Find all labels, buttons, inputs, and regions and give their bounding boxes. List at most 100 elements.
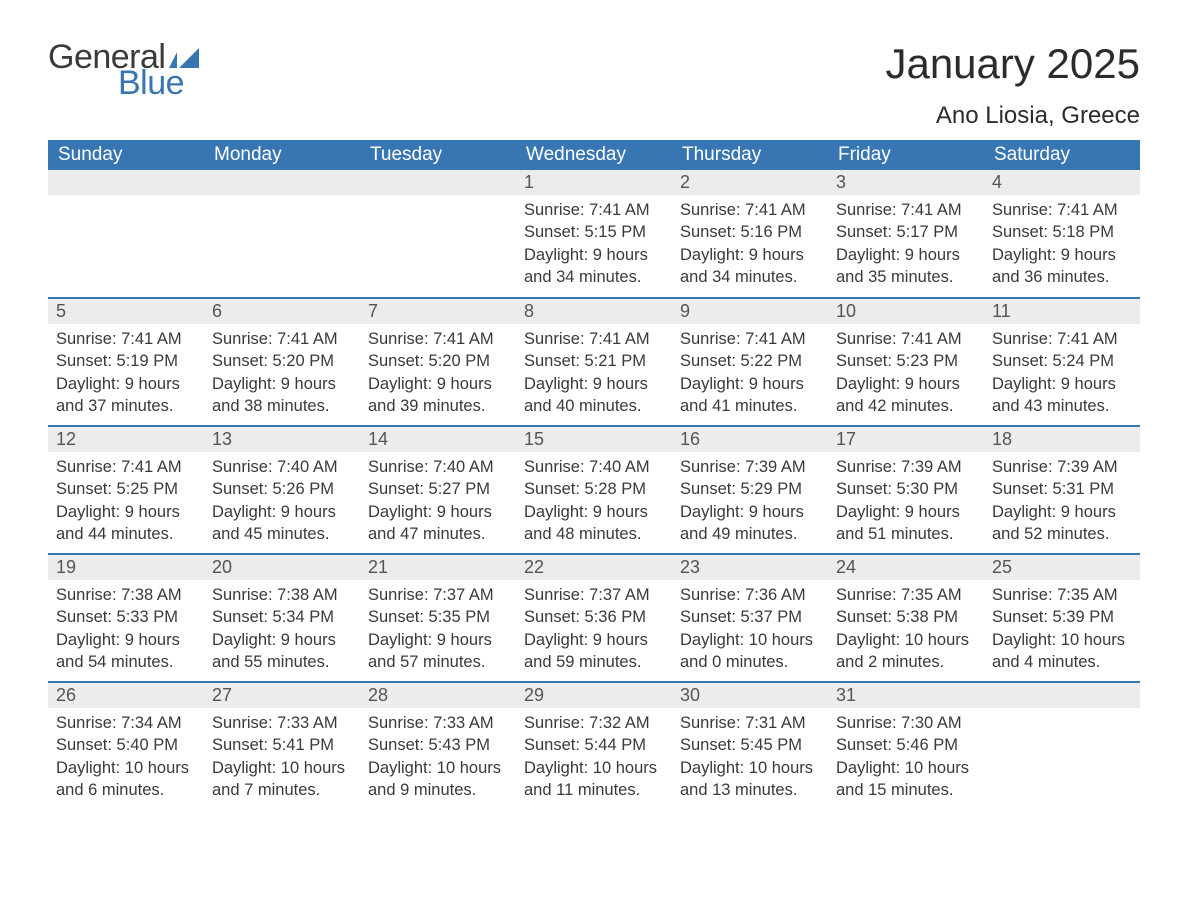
sunset-line: Sunset: 5:21 PM: [524, 350, 664, 372]
daylight-line: Daylight: 9 hours and 40 minutes.: [524, 373, 664, 418]
day-number: 22: [516, 555, 672, 580]
sunset-line: Sunset: 5:44 PM: [524, 734, 664, 756]
weekday-header: Tuesday: [360, 140, 516, 170]
sunset-line: Sunset: 5:16 PM: [680, 221, 820, 243]
calendar-day-cell: 19Sunrise: 7:38 AMSunset: 5:33 PMDayligh…: [48, 554, 204, 682]
daylight-line: Daylight: 10 hours and 2 minutes.: [836, 629, 976, 674]
day-details: Sunrise: 7:40 AMSunset: 5:28 PMDaylight:…: [516, 452, 672, 553]
day-details: Sunrise: 7:35 AMSunset: 5:38 PMDaylight:…: [828, 580, 984, 681]
day-details: Sunrise: 7:41 AMSunset: 5:16 PMDaylight:…: [672, 195, 828, 296]
day-number: 24: [828, 555, 984, 580]
sunrise-line: Sunrise: 7:41 AM: [680, 199, 820, 221]
day-details: Sunrise: 7:41 AMSunset: 5:18 PMDaylight:…: [984, 195, 1140, 296]
sunrise-line: Sunrise: 7:31 AM: [680, 712, 820, 734]
calendar-day-cell: 7Sunrise: 7:41 AMSunset: 5:20 PMDaylight…: [360, 298, 516, 426]
weekday-header: Wednesday: [516, 140, 672, 170]
sunset-line: Sunset: 5:24 PM: [992, 350, 1132, 372]
day-number: 5: [48, 299, 204, 324]
sunrise-line: Sunrise: 7:40 AM: [212, 456, 352, 478]
sunrise-line: Sunrise: 7:41 AM: [56, 328, 196, 350]
day-number: 15: [516, 427, 672, 452]
day-number: 23: [672, 555, 828, 580]
calendar-day-cell: 22Sunrise: 7:37 AMSunset: 5:36 PMDayligh…: [516, 554, 672, 682]
sunset-line: Sunset: 5:27 PM: [368, 478, 508, 500]
sunset-line: Sunset: 5:20 PM: [212, 350, 352, 372]
day-details: Sunrise: 7:37 AMSunset: 5:36 PMDaylight:…: [516, 580, 672, 681]
sunset-line: Sunset: 5:15 PM: [524, 221, 664, 243]
day-details: Sunrise: 7:41 AMSunset: 5:22 PMDaylight:…: [672, 324, 828, 425]
day-details: Sunrise: 7:41 AMSunset: 5:20 PMDaylight:…: [204, 324, 360, 425]
day-number: 1: [516, 170, 672, 195]
sunrise-line: Sunrise: 7:41 AM: [836, 199, 976, 221]
sunrise-line: Sunrise: 7:38 AM: [56, 584, 196, 606]
daylight-line: Daylight: 9 hours and 51 minutes.: [836, 501, 976, 546]
day-number-bar: [48, 170, 204, 195]
sunrise-line: Sunrise: 7:33 AM: [212, 712, 352, 734]
calendar-week-row: 5Sunrise: 7:41 AMSunset: 5:19 PMDaylight…: [48, 298, 1140, 426]
day-details: Sunrise: 7:41 AMSunset: 5:24 PMDaylight:…: [984, 324, 1140, 425]
calendar-day-cell: [360, 170, 516, 298]
day-number: 26: [48, 683, 204, 708]
daylight-line: Daylight: 9 hours and 34 minutes.: [680, 244, 820, 289]
day-details: Sunrise: 7:41 AMSunset: 5:20 PMDaylight:…: [360, 324, 516, 425]
daylight-line: Daylight: 9 hours and 47 minutes.: [368, 501, 508, 546]
sunrise-line: Sunrise: 7:40 AM: [524, 456, 664, 478]
calendar-day-cell: 15Sunrise: 7:40 AMSunset: 5:28 PMDayligh…: [516, 426, 672, 554]
calendar-day-cell: 24Sunrise: 7:35 AMSunset: 5:38 PMDayligh…: [828, 554, 984, 682]
day-number: 11: [984, 299, 1140, 324]
calendar-day-cell: 1Sunrise: 7:41 AMSunset: 5:15 PMDaylight…: [516, 170, 672, 298]
calendar-day-cell: 9Sunrise: 7:41 AMSunset: 5:22 PMDaylight…: [672, 298, 828, 426]
day-number: 13: [204, 427, 360, 452]
calendar-day-cell: 27Sunrise: 7:33 AMSunset: 5:41 PMDayligh…: [204, 682, 360, 810]
daylight-line: Daylight: 9 hours and 55 minutes.: [212, 629, 352, 674]
sunset-line: Sunset: 5:20 PM: [368, 350, 508, 372]
daylight-line: Daylight: 9 hours and 52 minutes.: [992, 501, 1132, 546]
day-details: Sunrise: 7:40 AMSunset: 5:26 PMDaylight:…: [204, 452, 360, 553]
day-details: Sunrise: 7:41 AMSunset: 5:23 PMDaylight:…: [828, 324, 984, 425]
sunrise-line: Sunrise: 7:37 AM: [524, 584, 664, 606]
day-number: 12: [48, 427, 204, 452]
day-number: 28: [360, 683, 516, 708]
calendar-week-row: 12Sunrise: 7:41 AMSunset: 5:25 PMDayligh…: [48, 426, 1140, 554]
calendar-day-cell: 26Sunrise: 7:34 AMSunset: 5:40 PMDayligh…: [48, 682, 204, 810]
sunset-line: Sunset: 5:29 PM: [680, 478, 820, 500]
sunset-line: Sunset: 5:17 PM: [836, 221, 976, 243]
calendar-day-cell: 18Sunrise: 7:39 AMSunset: 5:31 PMDayligh…: [984, 426, 1140, 554]
calendar-day-cell: 21Sunrise: 7:37 AMSunset: 5:35 PMDayligh…: [360, 554, 516, 682]
sunset-line: Sunset: 5:46 PM: [836, 734, 976, 756]
day-details: Sunrise: 7:39 AMSunset: 5:29 PMDaylight:…: [672, 452, 828, 553]
day-number: 29: [516, 683, 672, 708]
calendar-day-cell: 28Sunrise: 7:33 AMSunset: 5:43 PMDayligh…: [360, 682, 516, 810]
calendar-day-cell: [204, 170, 360, 298]
calendar-day-cell: 5Sunrise: 7:41 AMSunset: 5:19 PMDaylight…: [48, 298, 204, 426]
daylight-line: Daylight: 9 hours and 38 minutes.: [212, 373, 352, 418]
day-details: Sunrise: 7:39 AMSunset: 5:31 PMDaylight:…: [984, 452, 1140, 553]
daylight-line: Daylight: 10 hours and 9 minutes.: [368, 757, 508, 802]
day-number: 10: [828, 299, 984, 324]
daylight-line: Daylight: 9 hours and 37 minutes.: [56, 373, 196, 418]
sunset-line: Sunset: 5:18 PM: [992, 221, 1132, 243]
sunset-line: Sunset: 5:35 PM: [368, 606, 508, 628]
calendar-day-cell: 10Sunrise: 7:41 AMSunset: 5:23 PMDayligh…: [828, 298, 984, 426]
daylight-line: Daylight: 10 hours and 13 minutes.: [680, 757, 820, 802]
sunrise-line: Sunrise: 7:32 AM: [524, 712, 664, 734]
sunrise-line: Sunrise: 7:33 AM: [368, 712, 508, 734]
sunset-line: Sunset: 5:22 PM: [680, 350, 820, 372]
sunrise-line: Sunrise: 7:39 AM: [836, 456, 976, 478]
sunset-line: Sunset: 5:28 PM: [524, 478, 664, 500]
calendar-day-cell: 31Sunrise: 7:30 AMSunset: 5:46 PMDayligh…: [828, 682, 984, 810]
sunset-line: Sunset: 5:34 PM: [212, 606, 352, 628]
brand-word-2: Blue: [118, 66, 199, 100]
day-details: Sunrise: 7:40 AMSunset: 5:27 PMDaylight:…: [360, 452, 516, 553]
day-number: 19: [48, 555, 204, 580]
daylight-line: Daylight: 9 hours and 39 minutes.: [368, 373, 508, 418]
day-number: 31: [828, 683, 984, 708]
sunrise-line: Sunrise: 7:37 AM: [368, 584, 508, 606]
sunset-line: Sunset: 5:39 PM: [992, 606, 1132, 628]
day-details: Sunrise: 7:41 AMSunset: 5:21 PMDaylight:…: [516, 324, 672, 425]
day-number: 17: [828, 427, 984, 452]
calendar-week-row: 19Sunrise: 7:38 AMSunset: 5:33 PMDayligh…: [48, 554, 1140, 682]
day-details: Sunrise: 7:41 AMSunset: 5:15 PMDaylight:…: [516, 195, 672, 296]
daylight-line: Daylight: 9 hours and 48 minutes.: [524, 501, 664, 546]
day-details: Sunrise: 7:30 AMSunset: 5:46 PMDaylight:…: [828, 708, 984, 809]
